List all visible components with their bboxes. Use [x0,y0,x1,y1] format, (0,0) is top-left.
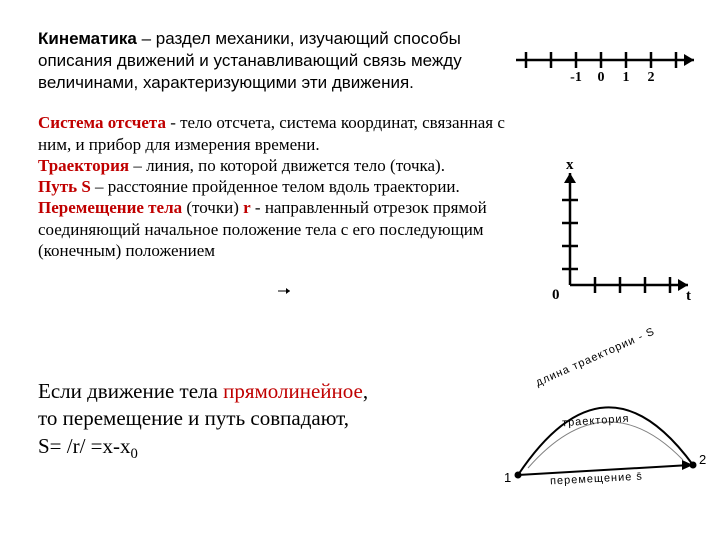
tick-2: 2 [641,70,661,86]
tick-neg1: -1 [566,70,586,86]
tick-0: 0 [591,70,611,86]
linear-line1c: , [363,379,368,403]
linear-formula-sub: 0 [131,446,138,462]
axis-t-label: t [686,288,691,305]
linear-motion-note: Если движение тела прямолинейное, то пер… [38,378,468,464]
axis-origin-label: 0 [552,287,560,304]
trajectory-diagram: длина траектории - S траектория перемеще… [498,360,713,500]
number-line-diagram: -1 0 1 2 [516,40,708,100]
linear-formula: S= /r/ =x-x [38,434,131,458]
point1-label: 1 [504,470,511,485]
point2-label: 2 [699,452,706,467]
axis-x-label: x [566,157,574,174]
tick-1: 1 [616,70,636,86]
coordinate-axes-diagram: x t 0 [540,165,700,315]
linear-line2: то перемещение и путь совпадают, [38,406,349,430]
linear-line1a: Если движение тела [38,379,223,403]
linear-line1b: прямолинейное [223,379,363,403]
